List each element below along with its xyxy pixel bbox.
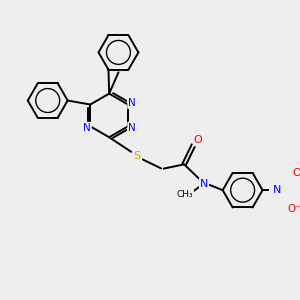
Text: O: O bbox=[292, 168, 300, 178]
Text: S: S bbox=[134, 151, 141, 161]
Text: N: N bbox=[273, 185, 281, 195]
Text: CH₃: CH₃ bbox=[177, 190, 193, 199]
Text: N: N bbox=[128, 123, 136, 133]
Text: N: N bbox=[83, 123, 91, 133]
Text: N: N bbox=[128, 98, 136, 108]
Text: O⁻: O⁻ bbox=[288, 204, 300, 214]
Text: N: N bbox=[200, 178, 208, 188]
Text: O: O bbox=[194, 135, 203, 146]
